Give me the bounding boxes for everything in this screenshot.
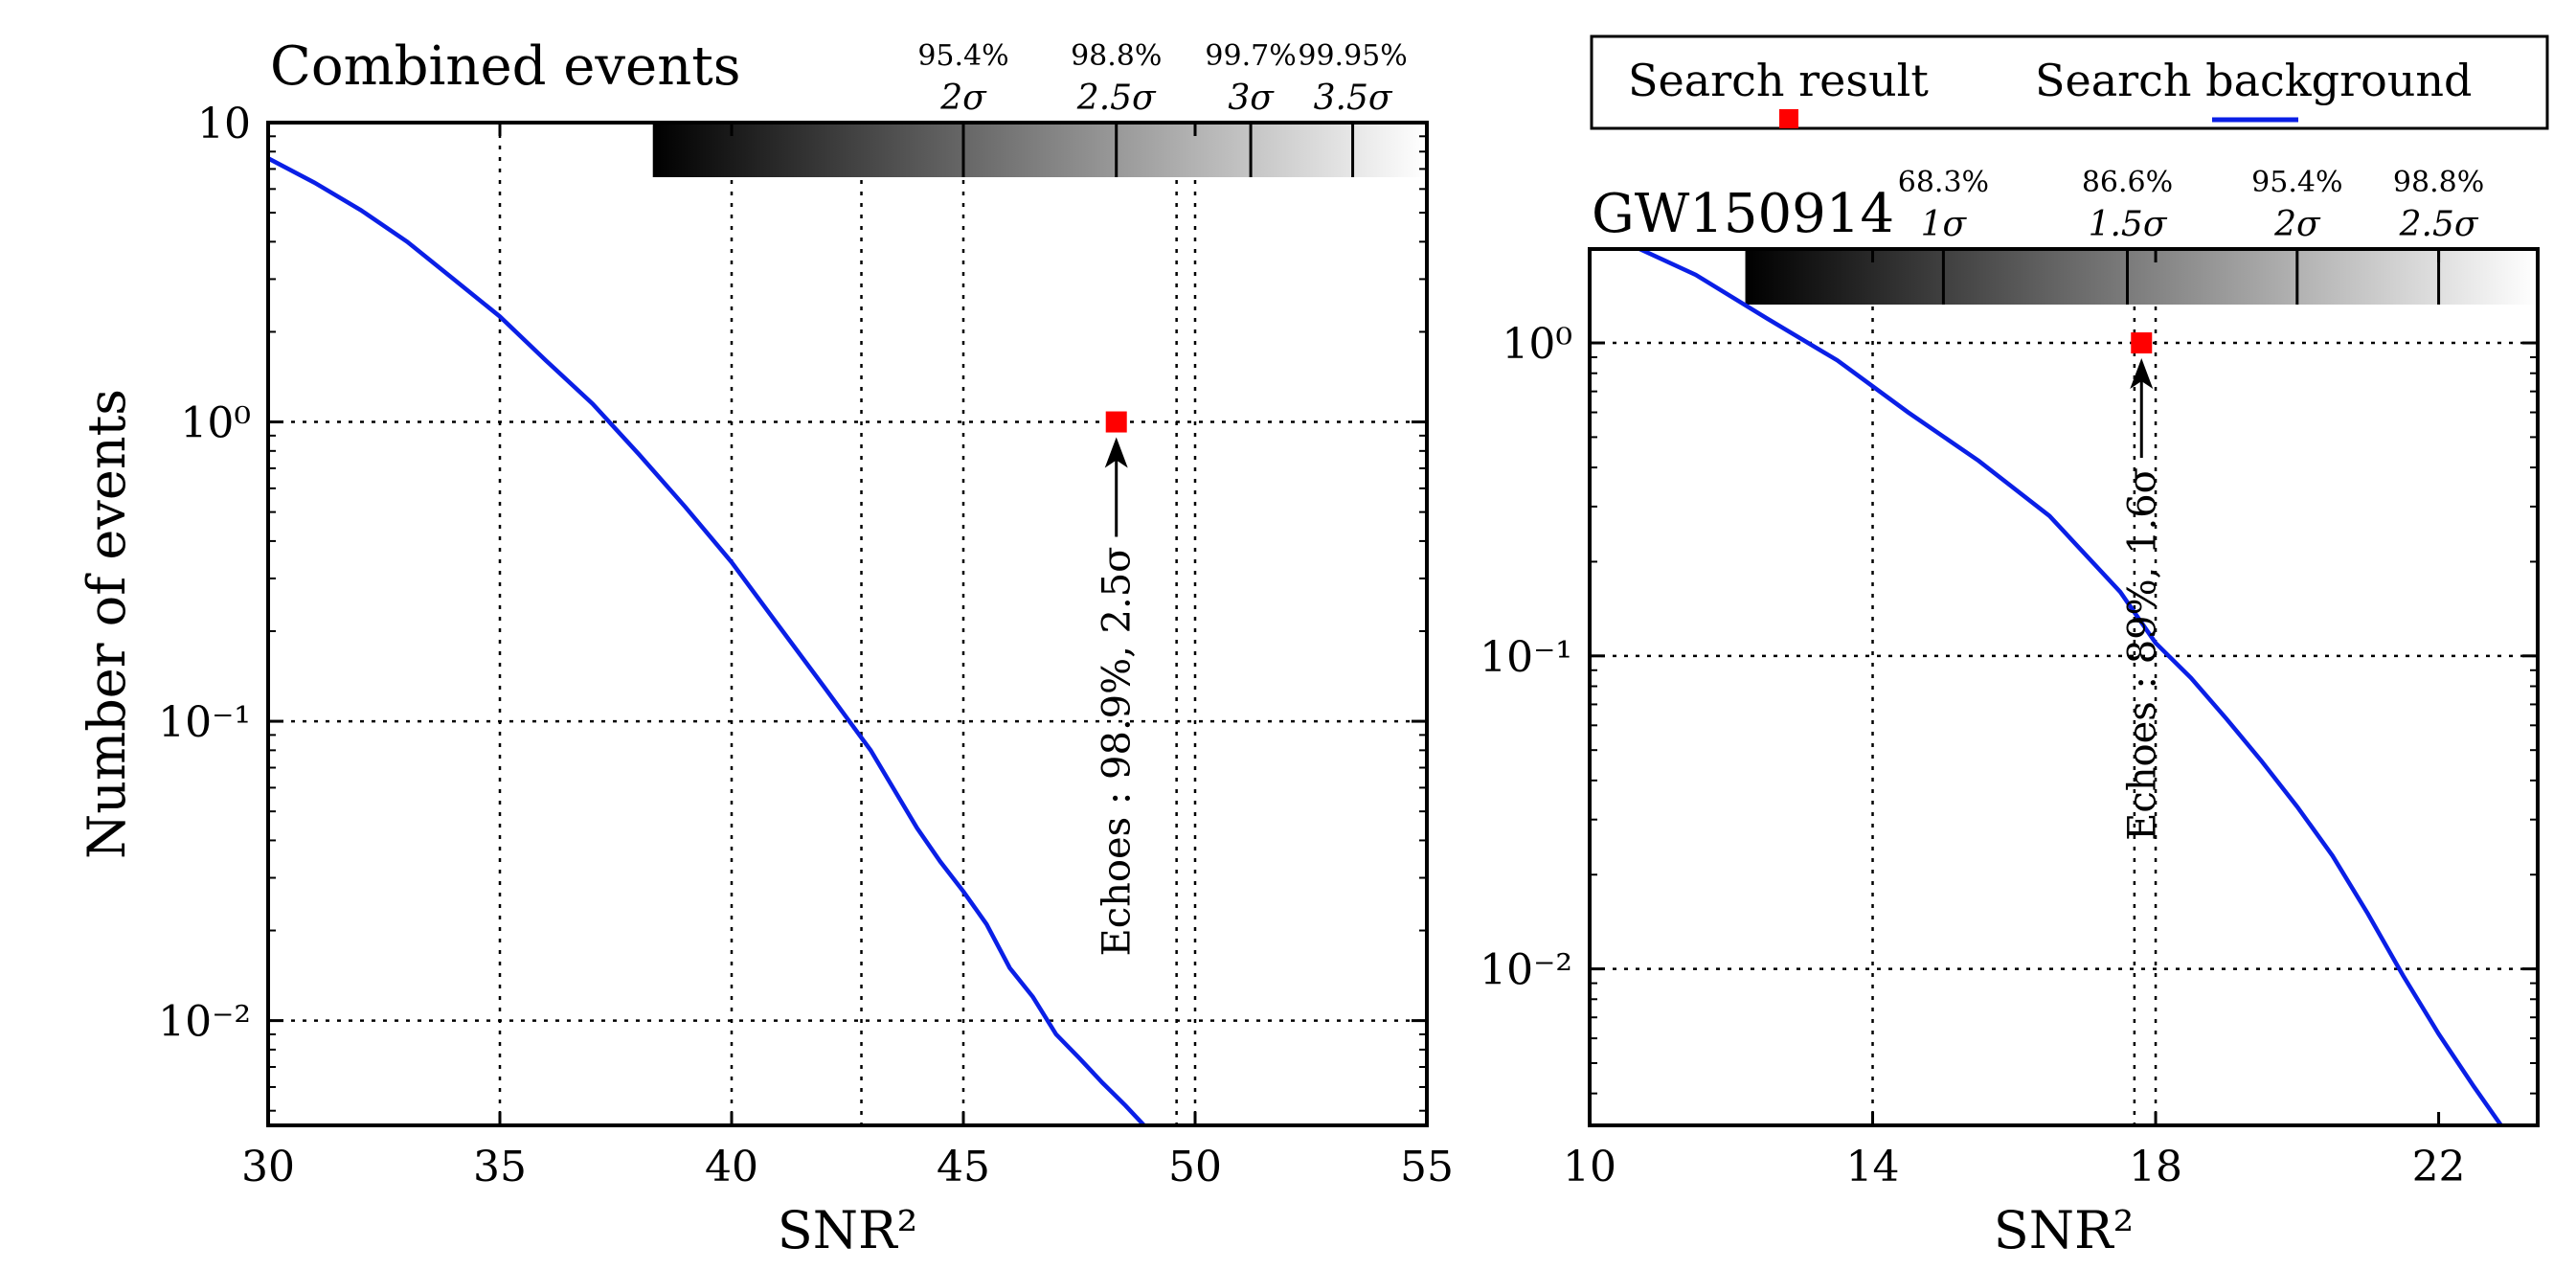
y-tick-label: 10⁻¹ — [158, 698, 251, 747]
x-tick-label: 55 — [1400, 1143, 1454, 1191]
y-tick-label: 10 — [197, 100, 251, 148]
x-tick-label: 35 — [473, 1143, 527, 1191]
echoes-annotation: Echoes : 98.9%, 2.5σ — [1096, 547, 1140, 957]
x-tick-label: 50 — [1168, 1143, 1222, 1191]
x-tick-label: 40 — [705, 1143, 758, 1191]
search-result-marker — [1105, 411, 1127, 433]
panel-title: Combined events — [270, 35, 741, 98]
legend-search-background-label: Search background — [2035, 55, 2473, 106]
combined-events-panel: 95.4% 2σ 98.8% 2.5σ 99.7% 3σ 99.95% 3.5σ 30 35 40 4… — [77, 35, 1454, 1260]
x-tick-label: 18 — [2129, 1143, 2182, 1191]
colorbar-percent-label: 98.8% — [2393, 166, 2484, 199]
legend-search-result-label: Search result — [1628, 55, 1929, 106]
colorbar-percent-label: 99.95% — [1298, 39, 1407, 73]
echoes-annotation: Echoes : 89%, 1.6σ — [2120, 467, 2164, 841]
colorbar-percent-label: 95.4% — [2251, 166, 2342, 199]
colorbar-sigma-label: 2.5σ — [1076, 79, 1157, 118]
colorbar-sigma-label: 2σ — [2273, 205, 2321, 244]
legend-frame — [1590, 34, 2549, 130]
y-tick-label: 10⁻¹ — [1480, 633, 1572, 682]
colorbar-sigma-label: 1.5σ — [2089, 205, 2168, 244]
y-tick-label: 10⁻² — [1480, 946, 1572, 995]
axes-frame — [266, 121, 1429, 1127]
legend-search-result-marker — [1779, 109, 1798, 128]
annotation-arrow-head — [2130, 358, 2154, 390]
x-tick-label: 45 — [937, 1143, 990, 1191]
x-tick-label: 14 — [1846, 1143, 1900, 1191]
y-axis-title: Number of events — [77, 389, 137, 859]
colorbar-sigma-label: 1σ — [1921, 205, 1968, 244]
panel-title: GW150914 — [1592, 183, 1894, 245]
legend: Search result Search background — [1590, 34, 2549, 130]
y-tick-label: 10⁰ — [180, 399, 251, 448]
colorbar-percent-label: 68.3% — [1898, 166, 1989, 199]
x-tick-label: 22 — [2412, 1143, 2466, 1191]
significance-colorbar — [652, 123, 1427, 177]
search-background-curve — [1638, 249, 2504, 1125]
colorbar-sigma-label: 2.5σ — [2399, 205, 2479, 244]
colorbar-sigma-label: 2σ — [939, 79, 987, 118]
colorbar-percent-label: 95.4% — [917, 39, 1008, 73]
y-tick-label: 10⁻² — [158, 998, 251, 1047]
annotation-arrow-head — [1104, 437, 1128, 468]
axes-frame — [1588, 247, 2540, 1127]
x-axis-title: SNR² — [1994, 1200, 2135, 1260]
gw150914-panel: 68.3% 1σ 86.6% 1.5σ 95.4% 2σ 98.8% 2.5σ 10 14 18 22… — [1480, 166, 2540, 1260]
x-tick-label: 30 — [241, 1143, 295, 1191]
significance-colorbar — [1745, 249, 2538, 305]
search-background-curve — [268, 156, 1147, 1125]
colorbar-percent-label: 86.6% — [2082, 166, 2173, 199]
colorbar-sigma-label: 3.5σ — [1314, 79, 1393, 118]
search-result-marker — [2131, 332, 2153, 354]
colorbar-sigma-label: 3σ — [1228, 79, 1275, 118]
colorbar-percent-label: 98.8% — [1071, 39, 1162, 73]
grid — [268, 123, 1427, 1125]
colorbar-percent-label: 99.7% — [1205, 39, 1296, 73]
grid — [1590, 249, 2538, 1125]
x-tick-label: 10 — [1563, 1143, 1616, 1191]
x-axis-title: SNR² — [778, 1200, 918, 1260]
y-tick-label: 10⁰ — [1502, 320, 1572, 369]
